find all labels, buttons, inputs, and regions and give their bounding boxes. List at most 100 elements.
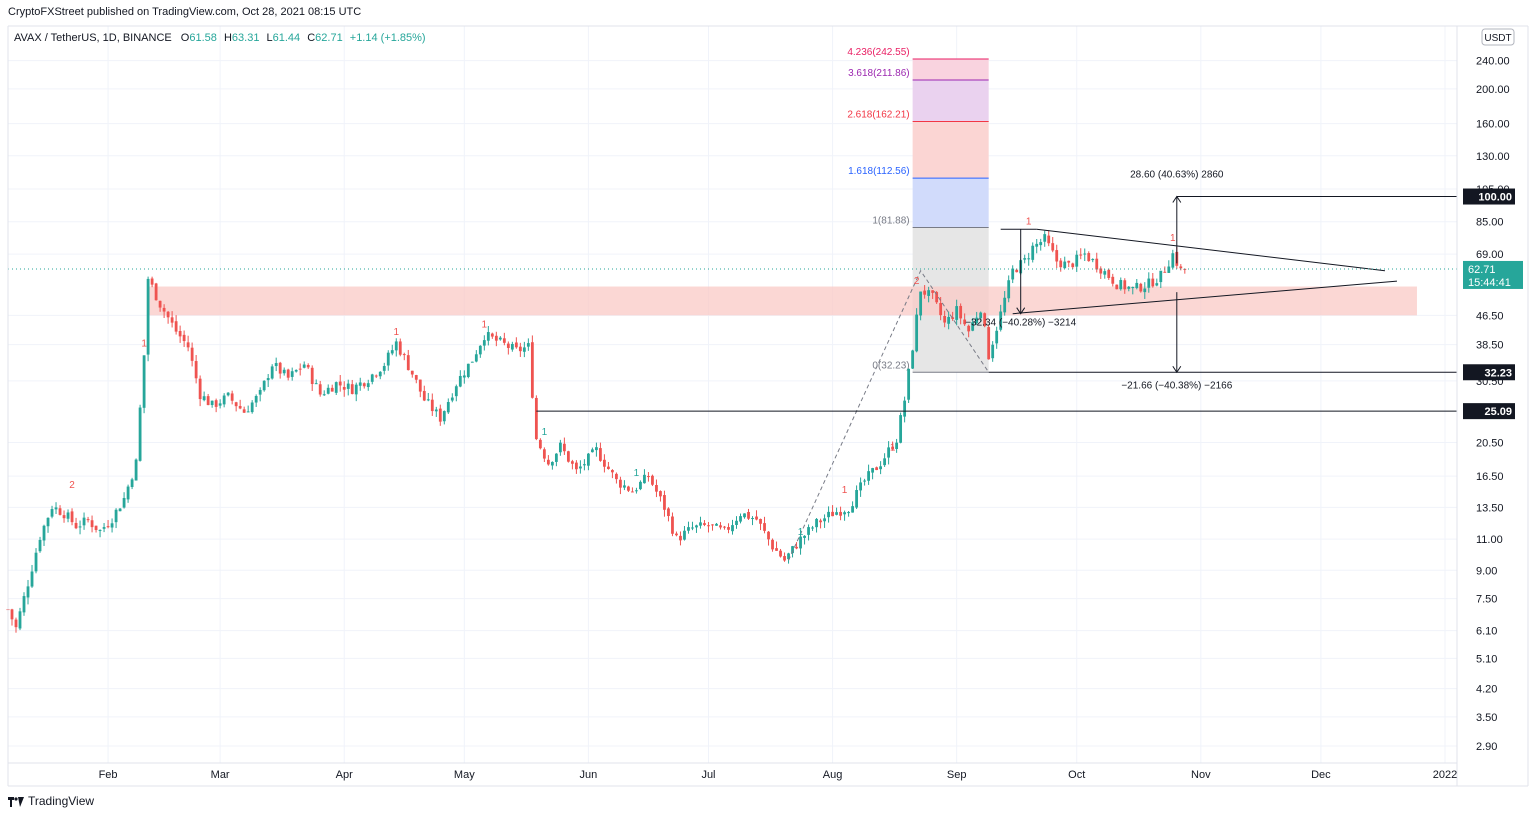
candle <box>591 447 594 453</box>
x-tick-label: 2022 <box>1433 769 1457 781</box>
tradingview-footer[interactable]: TradingView <box>8 794 94 808</box>
chart-axes <box>7 25 1529 787</box>
candle <box>747 508 750 520</box>
currency-badge[interactable]: USDT <box>1481 28 1515 46</box>
candle-body <box>627 486 630 491</box>
candle <box>947 311 951 330</box>
candle <box>310 365 314 391</box>
candle <box>266 373 270 387</box>
candle <box>70 508 74 526</box>
candle <box>1119 277 1123 291</box>
candle-body <box>426 399 430 401</box>
level-badge-label: 100.00 <box>1478 192 1512 204</box>
candle-body <box>887 447 891 458</box>
footer-brand: TradingView <box>28 794 95 808</box>
candle <box>262 380 266 392</box>
candle-body <box>979 312 983 319</box>
x-tick-label: Feb <box>99 769 118 781</box>
candle <box>202 391 206 402</box>
candle-body <box>1163 271 1167 273</box>
candle <box>230 390 234 405</box>
candle <box>566 450 570 463</box>
candle <box>102 523 106 533</box>
y-tick-label: 69.00 <box>1476 249 1504 261</box>
candle <box>234 401 238 412</box>
candle-body <box>58 508 62 515</box>
candle <box>1047 230 1051 247</box>
candle-body <box>999 311 1003 330</box>
candle <box>807 524 810 541</box>
sequential-marker: 1 <box>542 427 548 438</box>
candle <box>1131 286 1135 295</box>
candle-body <box>422 390 426 401</box>
candle <box>34 548 38 574</box>
candle-body <box>558 442 562 453</box>
candle-body <box>90 520 94 528</box>
sequential-marker: 1 <box>842 485 848 496</box>
candle-body <box>226 392 230 396</box>
candle <box>534 395 538 441</box>
candle <box>162 304 166 318</box>
measure-label: 28.60 (40.63%) 2860 <box>1130 170 1224 181</box>
candle <box>1011 265 1015 284</box>
close-value: 62.71 <box>315 32 343 44</box>
x-tick-label: Sep <box>947 769 967 781</box>
candle-body <box>651 475 654 485</box>
candle <box>246 405 250 413</box>
candle-body <box>695 525 698 528</box>
candle <box>398 338 402 357</box>
candle-body <box>366 383 370 388</box>
candle <box>270 364 274 380</box>
candle-body <box>398 341 402 355</box>
candle-body <box>863 480 866 482</box>
candle-body <box>310 367 314 384</box>
candle-body <box>278 362 282 374</box>
candle <box>1139 282 1143 293</box>
candle-body <box>470 361 474 363</box>
candle <box>494 331 498 347</box>
candle-body <box>94 525 98 530</box>
candle-body <box>939 303 943 316</box>
candle-body <box>298 368 302 370</box>
candle-body <box>586 453 590 466</box>
candle <box>286 368 290 381</box>
candle <box>1167 260 1171 273</box>
candle <box>406 349 410 371</box>
candle <box>771 538 774 552</box>
candle <box>206 393 210 406</box>
candle <box>627 485 630 492</box>
candle-body <box>783 556 786 561</box>
y-tick-label: 9.00 <box>1476 565 1497 577</box>
candle-body <box>1131 286 1135 289</box>
candle-body <box>691 527 694 529</box>
candle <box>210 400 214 408</box>
candle-body <box>186 342 190 348</box>
sequential-marker: 1 <box>798 527 804 538</box>
level-badge <box>1463 403 1515 420</box>
candle-body <box>1007 280 1011 299</box>
candle <box>1095 252 1099 273</box>
candle <box>350 379 354 395</box>
candle <box>1051 237 1055 253</box>
candle-body <box>1079 254 1083 256</box>
candle-body <box>727 527 730 530</box>
candle <box>655 479 658 498</box>
candle <box>1123 278 1127 294</box>
candle-body <box>823 518 826 522</box>
candle <box>586 452 590 471</box>
candle-body <box>1083 253 1087 255</box>
candle-body <box>206 396 210 406</box>
candle-body <box>839 511 842 516</box>
candle-body <box>963 319 967 325</box>
candle-body <box>879 466 883 470</box>
candle <box>198 375 202 407</box>
fib-level-label: 2.618(162.21) <box>847 109 909 120</box>
y-tick-label: 2.90 <box>1476 741 1497 753</box>
candle <box>819 518 822 529</box>
candle-body <box>414 375 418 380</box>
candle <box>386 350 390 371</box>
candle <box>1039 238 1043 251</box>
candle-body <box>639 481 642 490</box>
candle <box>22 592 26 616</box>
